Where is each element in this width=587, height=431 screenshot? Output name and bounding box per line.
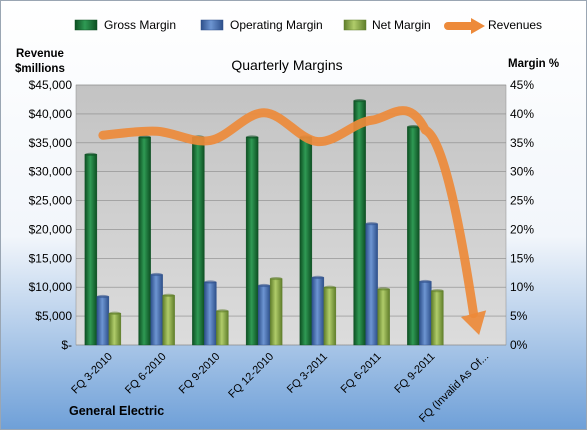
left-axis-title-line1: Revenue [16,48,64,60]
bar-top-net-margin [270,276,283,281]
bar-top-operating-margin [311,275,324,279]
bar-gross-margin [299,136,313,346]
legend-arrowhead-revenues [471,18,485,34]
legend-label-operating-margin: Operating Margin [230,18,323,32]
legend: Gross Margin Operating Margin Net Margin… [74,18,542,34]
left-tick-label: $5,000 [35,309,72,323]
right-tick-label: 5% [510,309,528,323]
bar-top-operating-margin [419,279,432,284]
right-tick-label: 20% [510,222,534,236]
bar-top-gross-margin [407,125,420,129]
x-tick-label: FQ 6-2010 [123,351,169,397]
legend-swatch-net-margin [343,19,367,31]
x-tick-label: FQ 9-2011 [392,351,437,396]
bar-operating-margin [204,281,217,346]
bar-operating-margin [311,277,325,346]
bar-top-net-margin [323,285,336,289]
left-tick-label: $40,000 [29,107,73,121]
bar-top-operating-margin [365,222,378,226]
right-tick-label: 40% [510,107,534,121]
bar-operating-margin [150,274,163,346]
legend-swatch-gross-margin [74,19,98,31]
left-tick-label: $20,000 [29,222,73,236]
x-tick-label: FQ 3-2011 [285,351,330,396]
right-tick-label: 0% [510,338,528,352]
bar-top-operating-margin [150,272,163,277]
x-tick-label: FQ 9-2010 [177,351,223,397]
bar-top-gross-margin [138,135,151,139]
revenues-arrowhead [460,310,487,335]
left-tick-label: $45,000 [29,78,73,92]
bar-net-margin [377,288,390,346]
legend-label-gross-margin: Gross Margin [104,18,176,32]
bar-net-margin [269,278,283,346]
bar-gross-margin [407,126,420,346]
bar-top-operating-margin [96,294,109,299]
bar-top-net-margin [162,293,175,297]
left-axis-ticks: $- $5,000 $10,000 $15,000 $20,000 $25,000 $30,… [29,78,73,352]
left-tick-label: $30,000 [29,165,73,179]
bar-operating-margin [257,285,271,346]
bar-gross-margin [353,100,366,346]
bar-top-net-margin [431,289,444,293]
bar-operating-margin [365,223,378,346]
bar-top-gross-margin [246,135,259,139]
right-tick-label: 45% [510,78,534,92]
bar-top-net-margin [216,309,229,313]
bar-top-operating-margin [258,283,271,288]
bar-operating-margin [96,296,110,346]
x-tick-label: FQ 12-2010 [226,351,276,401]
right-tick-label: 30% [510,165,534,179]
bar-gross-margin [84,154,98,346]
left-tick-label: $15,000 [29,251,73,265]
bar-net-margin [216,310,229,346]
bar-gross-margin [138,136,151,346]
bar-net-margin [323,287,337,346]
bar-top-gross-margin [84,152,97,156]
bar-top-net-margin [377,287,390,291]
x-tick-label: FQ 6-2011 [339,351,384,396]
left-axis-title-line2: $millions [15,63,65,75]
bar-top-net-margin [108,311,121,315]
bar-gross-margin [245,136,259,346]
bar-top-operating-margin [204,280,217,284]
right-tick-label: 15% [510,251,534,265]
chart-title: Quarterly Margins [231,57,342,73]
revenues-line-group [98,106,487,335]
bar-net-margin [162,295,175,346]
legend-label-revenues: Revenues [488,18,542,32]
left-tick-label: $- [61,338,72,352]
right-tick-label: 25% [510,194,534,208]
legend-label-net-margin: Net Margin [372,18,431,32]
bar-operating-margin [419,281,432,346]
left-tick-label: $25,000 [29,194,73,208]
right-axis-ticks: 0% 5% 10% 15% 20% 25% 30% 35% 40% 45% [510,78,534,352]
right-axis-title: Margin % [508,58,559,70]
bar-top-gross-margin [353,99,366,103]
bars [84,99,444,346]
company-name: General Electric [69,404,164,418]
x-tick-label: FQ 3-2010 [69,351,115,397]
bar-gross-margin [192,136,205,346]
revenues-line [98,106,479,319]
right-tick-label: 10% [510,280,534,294]
legend-swatch-operating-margin [200,19,224,31]
left-tick-label: $10,000 [29,280,73,294]
right-tick-label: 35% [510,136,534,150]
left-tick-label: $35,000 [29,136,73,150]
bar-net-margin [431,290,444,346]
bar-net-margin [108,313,122,346]
